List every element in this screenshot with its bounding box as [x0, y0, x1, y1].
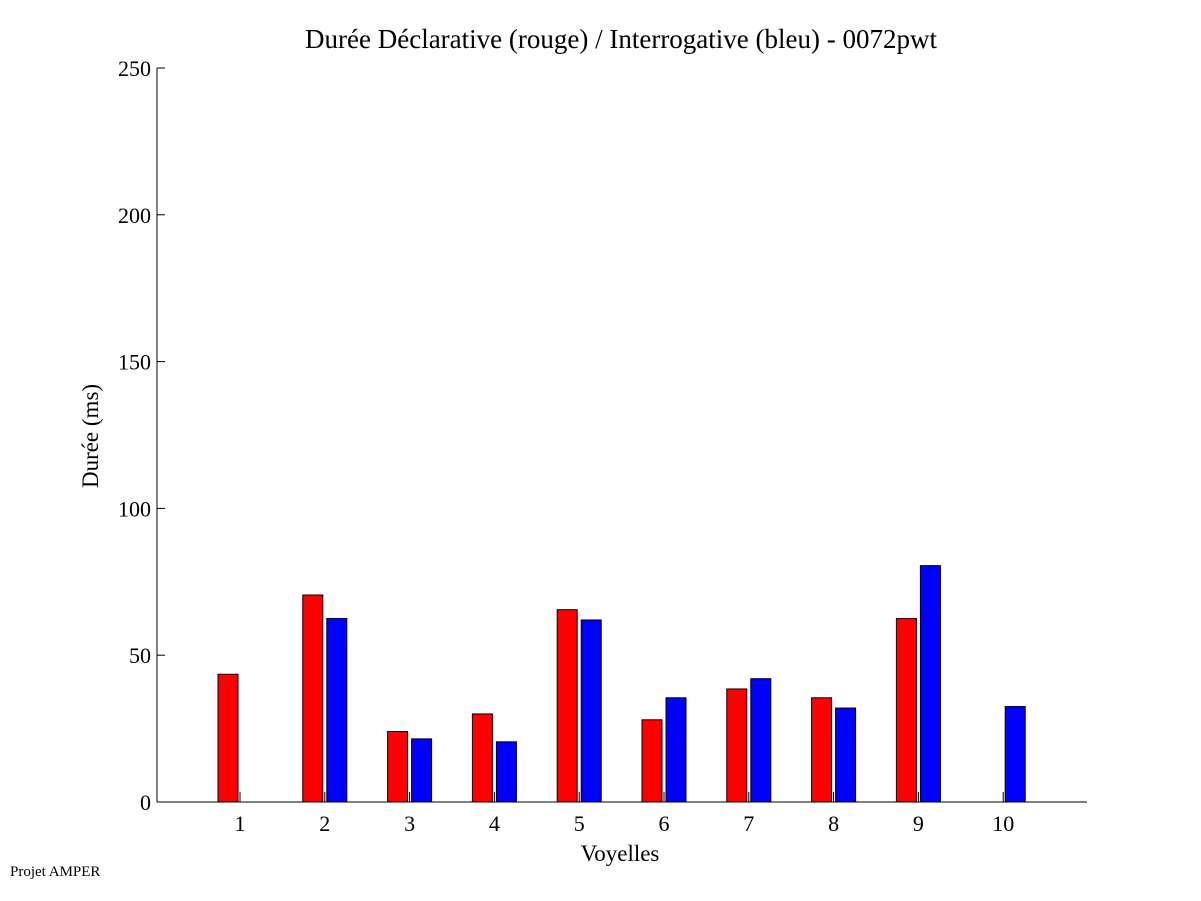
y-tick-label: 50	[129, 643, 151, 668]
y-tick-label: 200	[118, 203, 151, 228]
x-tick-label: 1	[235, 811, 246, 836]
x-tick-label: 6	[659, 811, 670, 836]
chart-title: Durée Déclarative (rouge) / Interrogativ…	[305, 24, 937, 54]
x-tick-label: 9	[913, 811, 924, 836]
bar-series-2-cat-7	[750, 678, 772, 803]
x-tick-label: 2	[319, 811, 330, 836]
bar-series-2-cat-2	[326, 618, 348, 803]
x-tick-label: 10	[992, 811, 1014, 836]
bar-series-1-cat-9	[895, 618, 917, 803]
bar-series-2-cat-5	[580, 619, 602, 803]
bar-series-2-cat-4	[495, 741, 517, 803]
bar-series-2-cat-8	[835, 707, 857, 803]
bar-series-2-cat-6	[665, 697, 687, 803]
footer-note: Projet AMPER	[10, 864, 101, 880]
bar-series-2-cat-3	[411, 738, 433, 803]
bar-series-1-cat-2	[302, 594, 324, 803]
bar-series-2-cat-10	[1004, 706, 1026, 803]
axes-group: 0 50 100 150 200 250 1 2 3 4 5 6 7 8 9 10	[118, 56, 1087, 836]
bar-series-1-cat-6	[641, 719, 663, 803]
bar-series-1-cat-1	[217, 673, 239, 803]
x-tick-label: 8	[828, 811, 839, 836]
x-tick-label: 3	[404, 811, 415, 836]
bar-series-2-cat-9	[919, 565, 941, 803]
x-axis-label: Voyelles	[581, 841, 660, 866]
bar-series-1-cat-3	[387, 731, 409, 803]
bars-group	[217, 565, 1026, 803]
bar-series-1-cat-5	[556, 609, 578, 803]
bar-series-1-cat-8	[811, 697, 833, 803]
bar-series-1-cat-4	[471, 713, 493, 803]
x-tick-label: 7	[743, 811, 754, 836]
x-tick-label: 4	[489, 811, 500, 836]
y-axis-label: Durée (ms)	[78, 384, 103, 488]
y-tick-label: 150	[118, 350, 151, 375]
y-tick-label: 0	[140, 790, 151, 815]
x-tick-label: 5	[574, 811, 585, 836]
bar-series-1-cat-7	[726, 688, 748, 803]
y-tick-label: 250	[118, 56, 151, 81]
y-tick-label: 100	[118, 496, 151, 521]
